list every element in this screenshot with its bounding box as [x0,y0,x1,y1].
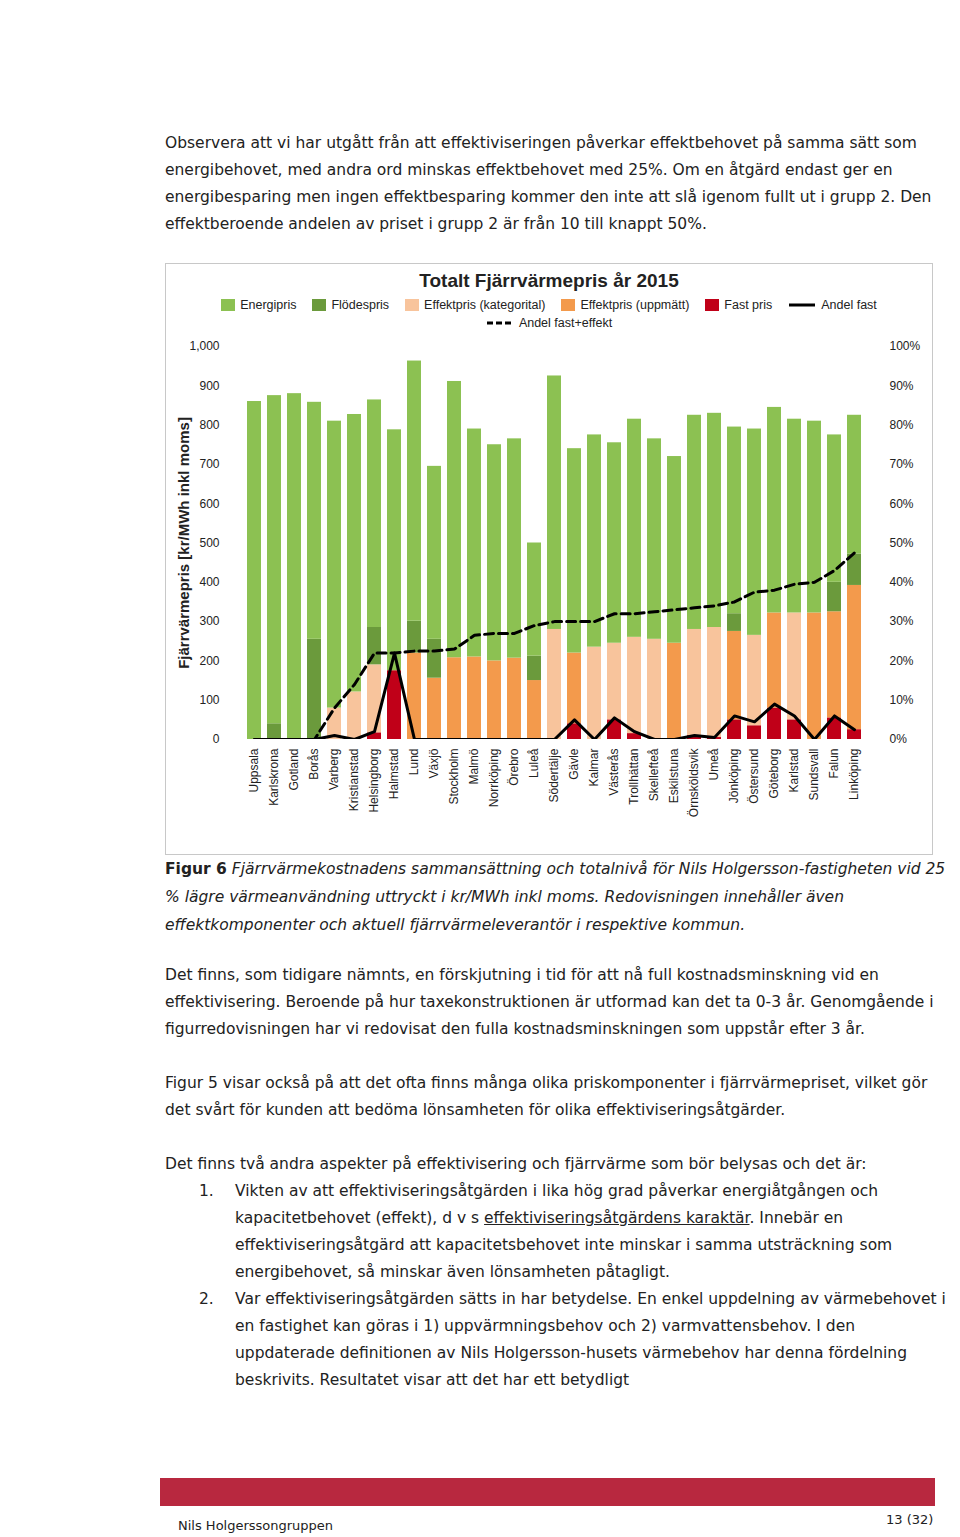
html-text:Var effektiviseringsåtgärden s: Var effektiviseringsåtgärden sätts in ha… [235,1290,946,1389]
svg-text:Trollhättan: Trollhättan [627,749,641,805]
html-text:Det finns, som tidigare nämnts: Det finns, som tidigare nämnts, en försk… [165,966,934,1038]
html-text:Figur 6 Fjärrvärmekostnadens s: Figur 6 Fjärrvärmekostnadens sammansättn… [165,860,946,934]
html-text:Effektpris (uppmätt): Effektpris (uppmätt) [580,298,690,312]
svg-text:1,000: 1,000 [189,339,219,353]
svg-text:Örebro: Örebro [507,748,521,786]
svg-text:300: 300 [199,614,219,628]
html-text:Observera att vi har utgått fr: Observera att vi har utgått från att eff… [165,134,932,233]
svg-text:Örnsköldsvik: Örnsköldsvik [687,748,701,818]
html-text:Energipris: Energipris [240,298,297,312]
html-text:Fast pris: Fast pris [724,298,773,312]
svg-text:Västerås: Västerås [607,749,621,796]
svg-text:600: 600 [199,497,219,511]
svg-text:30%: 30% [890,614,914,628]
svg-text:10%: 10% [890,693,914,707]
html-text:Figur 5 visar också på att det: Figur 5 visar också på att det ofta finn… [165,1074,928,1119]
svg-text:Eskilstuna: Eskilstuna [667,748,681,803]
svg-text:Växjö: Växjö [427,748,441,778]
svg-text:Umeå: Umeå [707,748,721,780]
svg-text:Göteborg: Göteborg [767,749,781,799]
html-text:Flödespris: Flödespris [331,298,390,312]
svg-text:500: 500 [199,536,219,550]
svg-text:Karlskrona: Karlskrona [267,748,281,806]
svg-text:Kalmar: Kalmar [587,749,601,787]
svg-text:100: 100 [199,693,219,707]
html-text:Det finns två andra aspekter p: Det finns två andra aspekter på effektiv… [165,1155,867,1173]
svg-text:70%: 70% [890,457,914,471]
svg-text:Kristianstad: Kristianstad [347,749,361,812]
svg-text:Sundsvall: Sundsvall [807,749,821,801]
svg-text:0%: 0% [890,732,908,746]
svg-text:60%: 60% [890,497,914,511]
svg-text:0: 0 [213,732,220,746]
svg-text:100%: 100% [890,339,921,353]
svg-text:Karlstad: Karlstad [787,749,801,793]
svg-text:Falun: Falun [827,749,841,779]
svg-text:Fjärrvärmepris [kr/MWh inkl mo: Fjärrvärmepris [kr/MWh inkl moms] [175,417,192,669]
svg-text:Luleå: Luleå [527,748,541,778]
svg-text:Östersund: Östersund [747,749,761,804]
svg-text:Varberg: Varberg [327,749,341,791]
svg-text:Norrköping: Norrköping [487,749,501,808]
svg-text:Linköping: Linköping [847,749,861,800]
svg-text:400: 400 [199,575,219,589]
svg-text:Borås: Borås [307,749,321,780]
svg-text:Malmö: Malmö [467,748,481,784]
svg-text:50%: 50% [890,536,914,550]
html-text:13 (32): 13 (32) [886,1512,934,1527]
svg-text:Skellefteå: Skellefteå [647,748,661,801]
svg-text:Gävle: Gävle [567,748,581,780]
svg-text:Södertälje: Södertälje [547,748,561,802]
svg-text:20%: 20% [890,654,914,668]
svg-text:Helsingborg: Helsingborg [367,749,381,813]
svg-text:700: 700 [199,457,219,471]
svg-text:900: 900 [199,379,219,393]
html-text:Andel fast+effekt: Andel fast+effekt [518,316,613,330]
svg-text:Stockholm: Stockholm [447,749,461,805]
svg-text:Gotland: Gotland [287,749,301,791]
svg-text:90%: 90% [890,379,914,393]
html-text:Effektpris (kategorital): Effektpris (kategorital) [424,298,546,312]
svg-text:Uppsala: Uppsala [247,748,261,792]
svg-text:Halmstad: Halmstad [387,749,401,800]
html-text:Andel fast: Andel fast [821,298,877,312]
svg-text:40%: 40% [890,575,914,589]
svg-text:200: 200 [199,654,219,668]
svg-text:80%: 80% [890,418,914,432]
svg-text:Lund: Lund [407,749,421,776]
html-text:1.: 1. [199,1182,214,1200]
html-text:Totalt Fjärrvärmepris år 2015: Totalt Fjärrvärmepris år 2015 [419,270,679,291]
html-text:Nils Holgerssongruppen: Nils Holgerssongruppen [178,1518,334,1533]
svg-text:800: 800 [199,418,219,432]
html-text:2.: 2. [199,1290,214,1308]
svg-text:Jönköping: Jönköping [727,749,741,804]
html-text:Vikten av att effektiviserings: Vikten av att effektiviseringsåtgärden i… [235,1182,893,1281]
